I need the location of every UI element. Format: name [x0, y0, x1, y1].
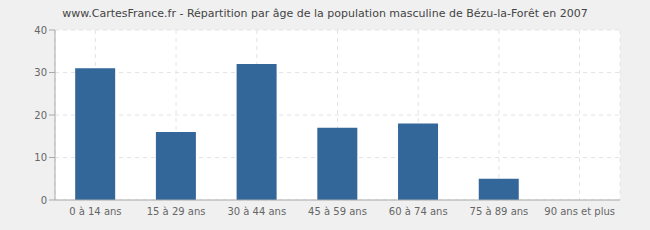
svg-text:60 à 74 ans: 60 à 74 ans: [389, 206, 448, 217]
svg-text:90 ans et plus: 90 ans et plus: [544, 206, 615, 217]
svg-text:0: 0: [41, 195, 47, 206]
svg-text:75 à 89 ans: 75 à 89 ans: [470, 206, 529, 217]
svg-text:0 à 14 ans: 0 à 14 ans: [69, 206, 121, 217]
svg-text:15 à 29 ans: 15 à 29 ans: [147, 206, 206, 217]
svg-text:10: 10: [34, 152, 47, 163]
html-text:www.CartesFrance.fr - Répartit: www.CartesFrance.fr - Répartition par âg…: [62, 7, 588, 20]
svg-text:20: 20: [34, 110, 47, 121]
svg-text:30 à 44 ans: 30 à 44 ans: [227, 206, 286, 217]
svg-text:45 à 59 ans: 45 à 59 ans: [308, 206, 367, 217]
svg-text:40: 40: [34, 25, 47, 36]
svg-text:30: 30: [34, 67, 47, 78]
